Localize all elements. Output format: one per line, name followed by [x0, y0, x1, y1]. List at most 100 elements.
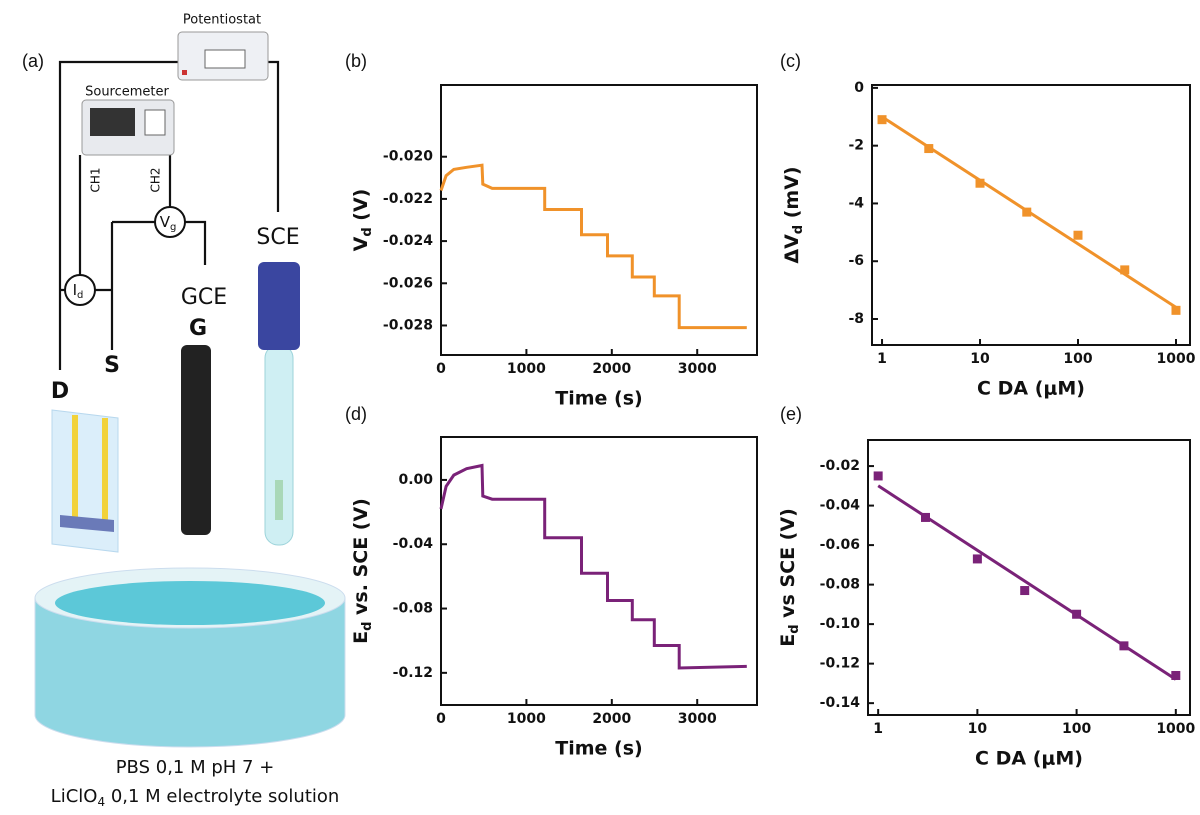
y-tick-label: -0.08 — [820, 577, 860, 593]
x-tick-label: 3000 — [678, 711, 717, 727]
label: CH1 — [89, 167, 103, 192]
setup-diagram: (a) Potentiostat Sourcemeter CH1 CH2 Id … — [22, 13, 346, 809]
point — [1171, 305, 1181, 315]
sourcemeter-screen — [90, 108, 135, 136]
x-tick-label: 1000 — [1156, 721, 1195, 737]
point — [1020, 586, 1030, 596]
caption: LiClO — [51, 786, 98, 807]
electrode — [72, 415, 78, 525]
label: Id — [73, 281, 84, 302]
y-axis-title: Ed vs SCE (V) — [777, 508, 802, 647]
y-tick-label: 0 — [854, 80, 864, 96]
y-axis-title: d — [360, 227, 375, 236]
label: GCE — [181, 285, 227, 310]
y-tick-label: -0.024 — [383, 233, 433, 249]
y-axis-title: V — [350, 236, 372, 251]
y-tick-label: -0.14 — [820, 695, 861, 711]
electrode — [102, 418, 108, 528]
y-tick-label: -0.06 — [820, 537, 860, 553]
y-tick-label: -0.04 — [393, 536, 434, 552]
caption: PBS 0,1 M pH 7 + — [116, 757, 275, 778]
x-tick-label: 3000 — [678, 361, 717, 377]
x-tick-label: 1 — [877, 351, 887, 367]
y-tick-label: -0.08 — [393, 601, 433, 617]
plot-frame — [867, 439, 1191, 716]
potentiostat-panel — [204, 49, 246, 69]
label: Sourcemeter — [85, 85, 169, 100]
y-tick-label: -0.026 — [383, 275, 433, 291]
x-axis-title: Time (s) — [555, 738, 642, 760]
panel-label: (b) — [345, 51, 367, 71]
y-axis-title: vs. SCE (V) — [350, 498, 372, 621]
label: I — [73, 281, 77, 299]
point — [877, 115, 887, 125]
label: Vg — [160, 213, 177, 234]
y-tick-label: -0.10 — [820, 616, 861, 632]
y-axis-title: ΔV — [781, 234, 803, 264]
beaker — [34, 598, 346, 748]
voltmeter — [154, 206, 186, 238]
label: g — [170, 222, 176, 233]
plot-frame — [871, 84, 1191, 346]
label: d — [77, 290, 83, 301]
y-axis-title: d — [787, 624, 802, 633]
caption: 4 — [97, 795, 105, 809]
y-axis-title: Vd (V) — [350, 189, 375, 252]
x-tick-label: 1000 — [507, 711, 546, 727]
x-tick-label: 0 — [436, 361, 446, 377]
panel-label: (a) — [22, 51, 44, 71]
line — [877, 484, 1177, 681]
y-axis-title: (V) — [350, 189, 372, 228]
y-axis-title: d — [791, 225, 806, 234]
label: Potentiostat — [183, 13, 261, 28]
y-axis-title: vs SCE (V) — [777, 508, 799, 624]
x-tick-label: 100 — [1062, 721, 1091, 737]
wire — [58, 60, 280, 370]
y-axis-title: E — [350, 631, 372, 644]
y-tick-label: -0.02 — [820, 458, 860, 474]
x-tick-label: 2000 — [592, 361, 631, 377]
y-tick-label: -0.028 — [383, 317, 433, 333]
sourcemeter-panel — [144, 109, 166, 136]
sce-tip — [275, 480, 283, 520]
line — [881, 115, 1177, 309]
wire — [60, 155, 207, 350]
point — [972, 554, 982, 564]
label: S — [104, 353, 120, 378]
y-tick-label: -0.020 — [383, 149, 433, 165]
solution — [55, 581, 325, 625]
plot-frame — [440, 436, 758, 706]
point — [1120, 265, 1130, 275]
point — [1171, 670, 1181, 680]
x-tick-label: 2000 — [592, 711, 631, 727]
ammeter — [64, 274, 96, 306]
x-tick-label: 1000 — [507, 361, 546, 377]
x-tick-label: 10 — [968, 721, 988, 737]
line — [439, 163, 747, 330]
label: G — [189, 316, 207, 341]
x-tick-label: 100 — [1063, 351, 1092, 367]
line — [439, 463, 747, 670]
caption: PBS 0,1 M pH 7 + — [116, 757, 275, 778]
sce-cap — [258, 262, 300, 350]
caption: LiClO4 0,1 M electrolyte solution — [51, 786, 340, 809]
point — [873, 471, 883, 481]
x-tick-label: 10 — [970, 351, 990, 367]
label: SCE — [256, 225, 299, 250]
point — [975, 178, 985, 188]
panel-label: (e) — [780, 404, 802, 424]
y-axis-title: d — [360, 622, 375, 631]
panel-label: (d) — [345, 404, 367, 424]
caption: 0,1 M electrolyte solution — [105, 786, 339, 807]
x-axis-title: C DA (μM) — [975, 748, 1083, 770]
y-axis-title: ΔVd (mV) — [781, 166, 806, 263]
label: CH2 — [149, 167, 163, 192]
label: D — [51, 379, 69, 404]
x-tick-label: 0 — [436, 711, 446, 727]
y-tick-label: -2 — [848, 138, 864, 154]
y-axis-title: (mV) — [781, 166, 803, 224]
x-tick-label: 1000 — [1157, 351, 1196, 367]
label: V — [160, 213, 171, 231]
y-tick-label: 0.00 — [398, 472, 433, 488]
